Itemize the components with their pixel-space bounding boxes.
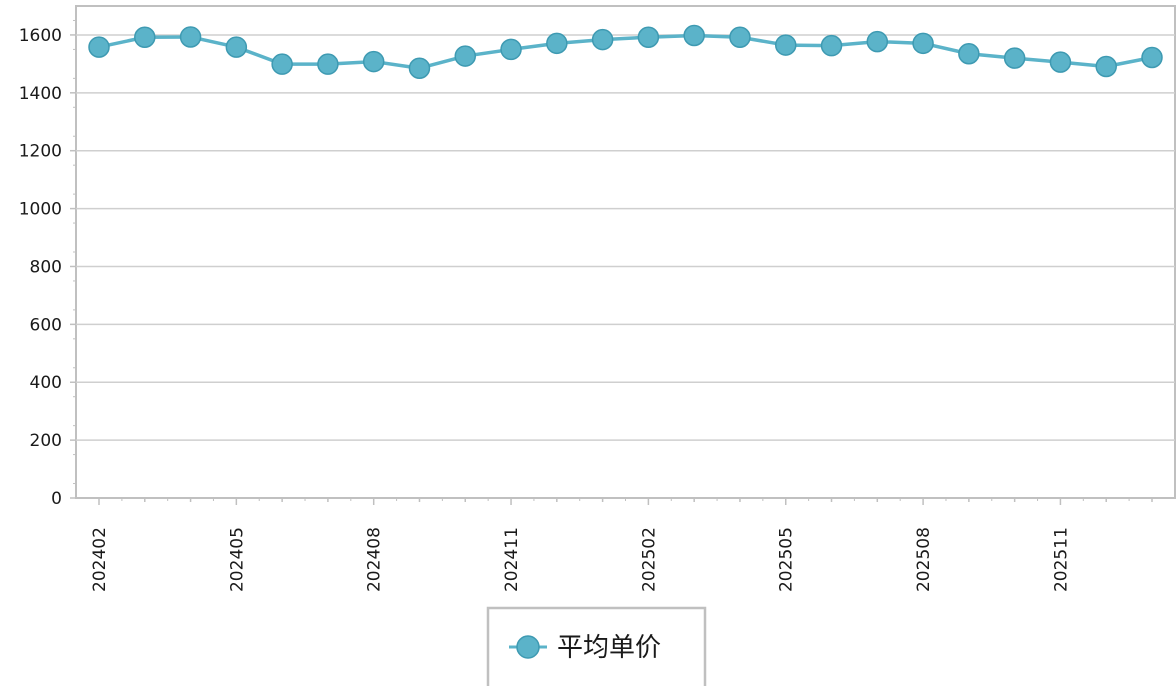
y-tick-label: 1000	[19, 200, 62, 220]
data-point	[1005, 48, 1025, 68]
data-point	[364, 52, 384, 72]
data-point	[638, 27, 658, 47]
data-point	[822, 36, 842, 56]
y-tick-label: 0	[51, 489, 62, 509]
data-point	[867, 32, 887, 52]
data-point	[409, 58, 429, 78]
data-point	[593, 30, 613, 50]
data-point	[684, 26, 704, 46]
y-tick-label: 800	[30, 257, 62, 277]
data-point	[135, 27, 155, 47]
x-tick-label: 202405	[227, 527, 247, 592]
x-tick-label: 202502	[639, 527, 659, 592]
x-tick-label: 202411	[502, 527, 522, 592]
data-point	[89, 37, 109, 57]
data-point	[547, 33, 567, 53]
x-tick-label: 202505	[777, 527, 797, 592]
legend-marker-icon	[517, 636, 539, 658]
data-point	[776, 35, 796, 55]
y-tick-label: 1200	[19, 142, 62, 162]
plot-frame	[76, 6, 1175, 498]
data-point	[1142, 48, 1162, 68]
y-tick-label: 1400	[19, 84, 62, 104]
y-tick-label: 400	[30, 373, 62, 393]
y-tick-label: 200	[30, 431, 62, 451]
legend-label: 平均单价	[557, 633, 661, 663]
data-point	[181, 27, 201, 47]
data-point	[226, 37, 246, 57]
x-tick-label: 202508	[914, 527, 934, 592]
data-point	[959, 44, 979, 64]
data-point	[318, 54, 338, 74]
data-point	[730, 27, 750, 47]
data-point	[501, 39, 521, 59]
data-point	[455, 46, 475, 66]
y-tick-label: 1600	[19, 26, 62, 46]
data-point	[1050, 52, 1070, 72]
data-point	[272, 54, 292, 74]
x-tick-label: 202402	[90, 527, 110, 592]
y-tick-label: 600	[30, 315, 62, 335]
x-tick-label: 202511	[1051, 527, 1071, 592]
series-line	[99, 36, 1152, 69]
x-tick-label: 202408	[365, 527, 385, 592]
data-point	[1096, 56, 1116, 76]
data-point	[913, 33, 933, 53]
